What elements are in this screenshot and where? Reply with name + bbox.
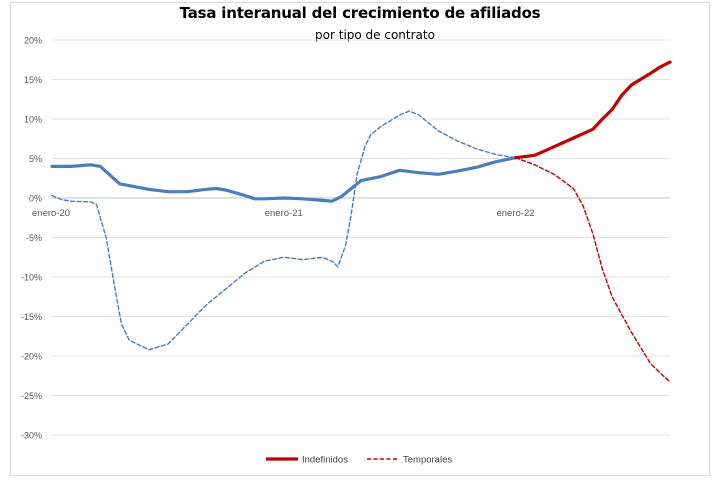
x-tick-label: enero-21 — [265, 208, 303, 219]
gridlines — [52, 39, 670, 436]
y-tick-label: 5% — [29, 154, 42, 164]
y-tick-label: -20% — [21, 352, 42, 362]
y-tick-label: -30% — [21, 431, 42, 441]
series-line-indefinidos-after — [513, 60, 672, 160]
y-tick-label: 0% — [29, 194, 42, 204]
y-tick-label: -5% — [26, 233, 42, 243]
series-line-indefinidos-before — [50, 156, 518, 203]
chart-subtitle: por tipo de contrato — [315, 28, 435, 42]
y-tick-label: -15% — [21, 312, 42, 322]
y-tick-label: -10% — [21, 273, 42, 283]
x-axis-ticks: enero-20 enero-21 enero-22 — [32, 208, 535, 219]
y-axis-ticks: 20% 15% 10% 5% 0% -5% -10% -15% -20% -25% -30% — [21, 36, 42, 441]
legend-label-temporales: Temporales — [403, 455, 452, 466]
series-line-temporales-after — [514, 157, 671, 383]
legend-label-indefinidos: Indefinidos — [302, 455, 348, 466]
y-tick-label: 10% — [24, 115, 42, 125]
legend: Indefinidos Temporales — [266, 455, 452, 466]
series-lines — [50, 60, 672, 383]
x-tick-label: enero-20 — [32, 208, 70, 219]
chart-title: Tasa interanual del crecimiento de afili… — [179, 4, 541, 22]
chart-frame — [10, 2, 710, 476]
y-tick-label: 20% — [24, 36, 42, 46]
y-tick-label: 15% — [24, 75, 42, 85]
y-tick-label: -25% — [21, 391, 42, 401]
series-line-temporales-before — [51, 110, 517, 351]
x-tick-label: enero-22 — [496, 208, 534, 219]
